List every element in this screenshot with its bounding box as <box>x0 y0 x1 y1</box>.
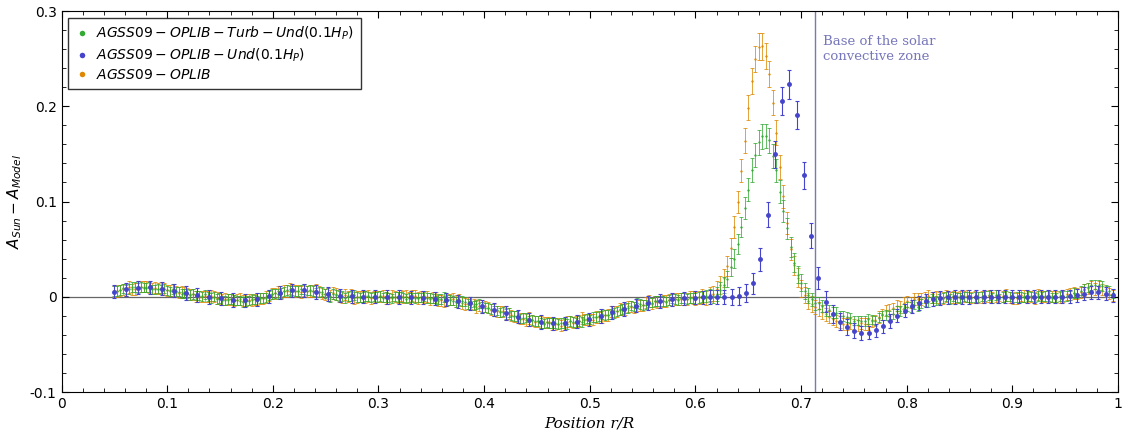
Legend: $\mathit{AGSS09} - \mathit{OPLIB} - \mathit{Turb} - \mathit{Und}(0.1H_P)$, $\mat: $\mathit{AGSS09} - \mathit{OPLIB} - \mat… <box>69 18 361 89</box>
Y-axis label: $A_{Sun} - A_{Model}$: $A_{Sun} - A_{Model}$ <box>6 154 25 249</box>
Text: Base of the solar
convective zone: Base of the solar convective zone <box>823 35 936 63</box>
X-axis label: Position r/R: Position r/R <box>545 416 635 430</box>
